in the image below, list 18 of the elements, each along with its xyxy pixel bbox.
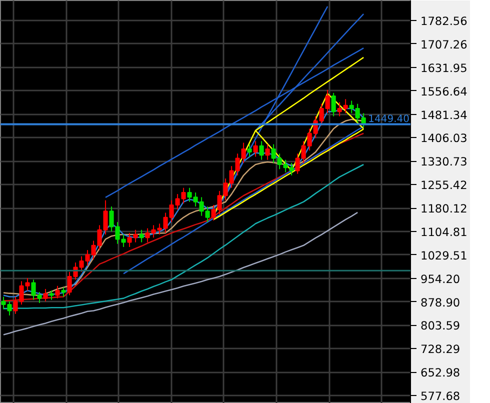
y-tick-label: 652.98: [420, 366, 460, 380]
y-tick-label: 1029.51: [420, 248, 468, 262]
y-tick-label: 1481.34: [420, 108, 468, 122]
y-tick-label: 1707.26: [420, 37, 468, 52]
ref-line-label: 1449.40: [368, 114, 410, 126]
y-tick-label: 1406.03: [420, 131, 468, 146]
y-tick-label: 1782.56: [420, 14, 468, 28]
y-tick-label: 954.20: [420, 272, 460, 286]
y-tick-label: 878.90: [420, 295, 460, 310]
y-tick-label: 1330.73: [420, 154, 468, 169]
y-tick-label: 1556.64: [420, 84, 468, 98]
y-tick-label: 1180.12: [420, 202, 468, 216]
y-tick-label: 1255.42: [420, 178, 468, 192]
y-tick-label: 1631.95: [420, 60, 468, 75]
y-tick-label: 1104.81: [420, 224, 468, 239]
y-tick-label: 577.68: [420, 389, 460, 403]
y-tick-label: 803.59: [420, 318, 460, 333]
y-tick-label: 728.29: [420, 342, 460, 356]
